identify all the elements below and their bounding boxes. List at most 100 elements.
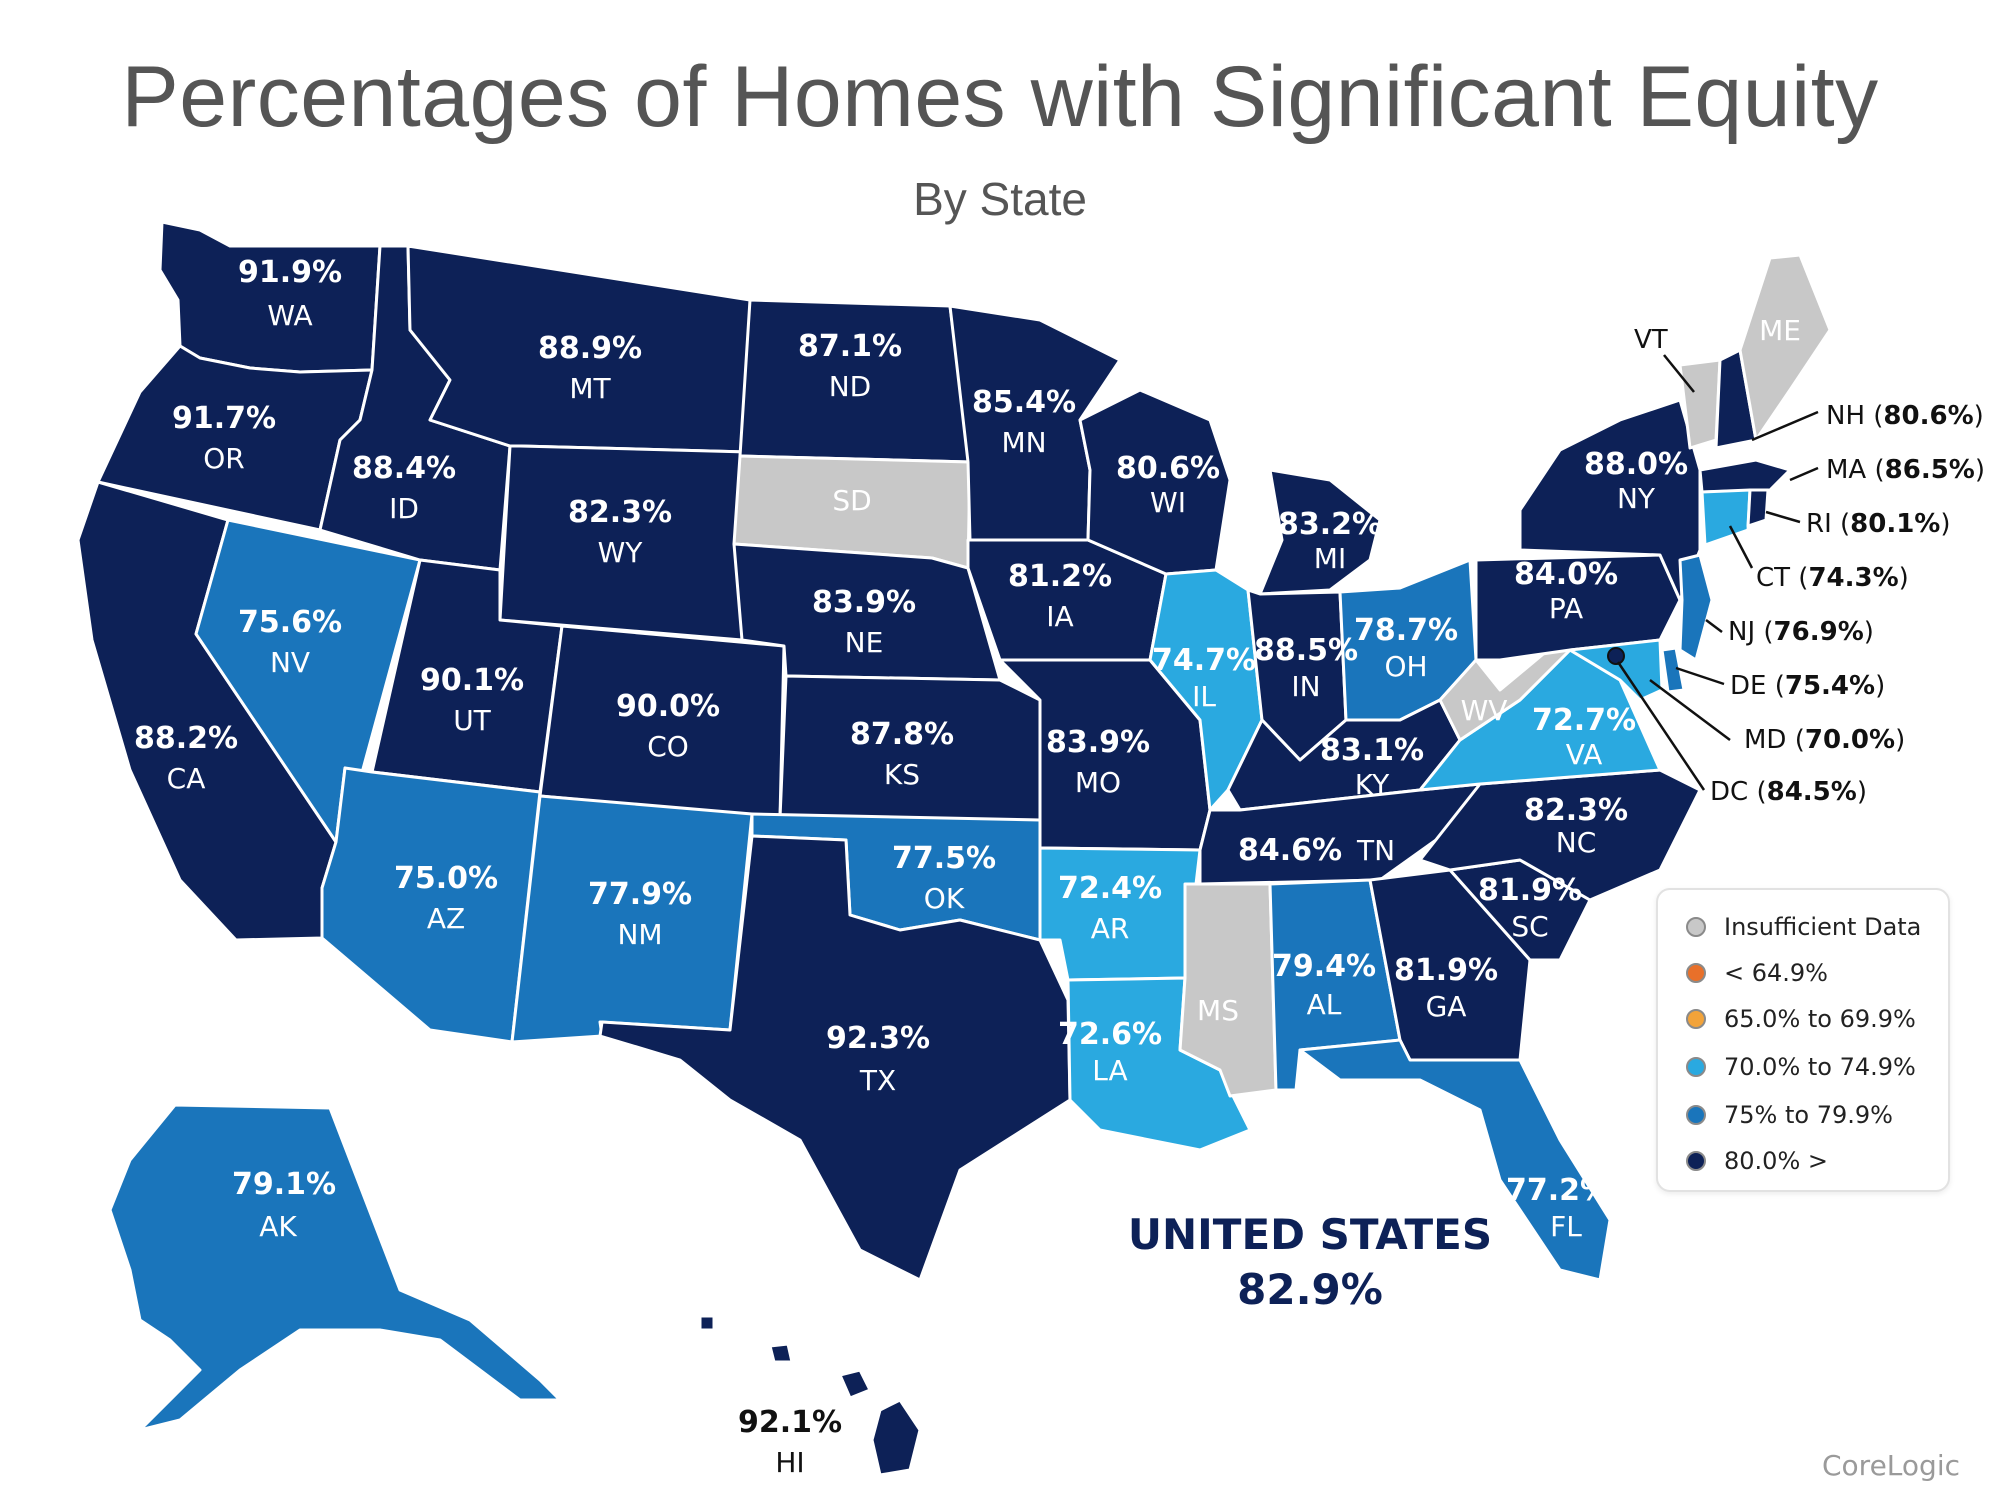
state-ct[interactable] [1700,488,1752,547]
callout-md: MD (70.0%) [1744,725,1905,755]
callout-line-ct [1728,525,1754,569]
state-hi-main[interactable] [870,1398,922,1477]
label-pct-mn: 85.4% [972,385,1076,420]
label-abbr-ks: KS [884,758,920,791]
callout-line-nj [1705,619,1723,633]
state-ma[interactable] [1698,458,1792,494]
label-pct-wa: 91.9% [238,255,342,290]
label-pct-ny: 88.0% [1584,447,1688,482]
callout-ma: MA (86.5%) [1826,455,1985,485]
label-abbr-co: CO [647,730,689,763]
legend: Insufficient Data < 64.9% 65.0% to 69.9%… [1656,888,1950,1192]
national-value: 82.9% [1237,1265,1383,1314]
label-pct-nm: 77.9% [588,877,692,912]
label-abbr-ny: NY [1617,482,1656,515]
label-abbr-wi: WI [1150,486,1186,519]
label-abbr-mo: MO [1075,766,1121,799]
label-pct-or: 91.7% [172,401,276,436]
label-pct-az: 75.0% [394,861,498,896]
legend-swatch-insufficient [1686,917,1706,937]
label-abbr-az: AZ [427,902,465,935]
state-tx[interactable] [598,834,1072,1282]
legend-swatch-75to80 [1686,1105,1706,1125]
state-me[interactable] [1738,253,1832,442]
label-abbr-in: IN [1291,670,1320,703]
legend-item-gt80: 80.0% > [1686,1144,1828,1178]
state-ak[interactable] [108,1103,562,1432]
callout-ri: RI (80.1%) [1806,509,1951,539]
label-pct-tx: 92.3% [826,1021,930,1056]
state-md[interactable] [1568,638,1664,702]
label-abbr-wv: WV [1461,694,1508,727]
label-pct-mt: 88.9% [538,331,642,366]
state-hi-kauai[interactable] [698,1314,716,1332]
state-hi-oahu[interactable] [768,1342,794,1364]
callout-nh: NH (80.6%) [1826,401,1984,431]
callout-line-dc [1616,661,1706,791]
callout-dc: DC (84.5%) [1710,777,1867,807]
label-pct-al: 79.4% [1272,949,1376,984]
source-label: CoreLogic [1822,1449,1960,1482]
label-abbr-nm: NM [617,918,662,951]
state-mi[interactable] [1258,468,1382,596]
label-abbr-wy: WY [598,536,644,569]
label-pct-tn: 84.6% [1238,833,1342,868]
label-abbr-wa: WA [267,299,312,332]
state-de[interactable] [1660,646,1686,694]
dc-marker [1607,647,1625,665]
label-pct-fl: 77.2% [1506,1173,1610,1208]
label-abbr-me: ME [1759,314,1801,347]
callout-line-ma [1789,466,1819,482]
label-pct-ks: 87.8% [850,717,954,752]
label-abbr-ut: UT [453,704,491,737]
label-abbr-mt: MT [569,372,611,405]
state-ri[interactable] [1746,488,1770,528]
state-wa[interactable] [158,220,382,374]
label-abbr-fl: FL [1550,1210,1582,1243]
label-abbr-ia: IA [1046,600,1073,633]
label-pct-ca: 88.2% [134,721,238,756]
national-name: UNITED STATES [1127,1210,1493,1259]
map-title: Percentages of Homes with Significant Eq… [121,49,1879,145]
label-pct-wy: 82.3% [568,495,672,530]
label-pct-co: 90.0% [616,689,720,724]
legend-swatch-65to70 [1686,1009,1706,1029]
label-pct-in: 88.5% [1254,633,1358,668]
label-pct-ky: 83.1% [1320,733,1424,768]
label-pct-mi: 83.2% [1278,507,1382,542]
legend-item-70to75: 70.0% to 74.9% [1686,1050,1916,1084]
label-abbr-va: VA [1566,738,1603,771]
label-pct-ak: 79.1% [232,1167,336,1202]
callout-de: DE (75.4%) [1730,671,1885,701]
label-abbr-ar: AR [1091,912,1130,945]
state-hi-maui[interactable] [838,1368,872,1400]
legend-item-75to80: 75% to 79.9% [1686,1098,1893,1132]
label-abbr-ms: MS [1197,994,1239,1027]
northeast-callouts: VT NH (80.6%) MA (86.5%) RI (80.1%) CT (… [1607,325,1985,807]
label-pct-il: 74.7% [1152,643,1256,678]
label-abbr-ak: AK [259,1210,297,1243]
label-abbr-tx: TX [859,1064,896,1097]
legend-label: < 64.9% [1724,959,1828,987]
label-pct-nc: 82.3% [1524,793,1628,828]
legend-item-65to70: 65.0% to 69.9% [1686,1002,1916,1036]
callout-nj: NJ (76.9%) [1728,617,1874,647]
state-ny[interactable] [1518,398,1702,602]
label-pct-wi: 80.6% [1116,451,1220,486]
legend-swatch-70to75 [1686,1057,1706,1077]
legend-item-lt65: < 64.9% [1686,956,1828,990]
state-nj[interactable] [1678,553,1714,662]
label-abbr-ky: KY [1355,768,1390,801]
label-pct-ga: 81.9% [1394,953,1498,988]
map-subtitle: By State [913,173,1087,225]
label-abbr-ne: NE [845,626,884,659]
legend-label: 80.0% > [1724,1147,1828,1175]
label-pct-id: 88.4% [352,451,456,486]
label-pct-oh: 78.7% [1354,613,1458,648]
label-pct-hi: 92.1% [738,1405,842,1440]
label-abbr-pa: PA [1549,592,1583,625]
label-abbr-nc: NC [1556,826,1597,859]
label-abbr-oh: OH [1384,650,1427,683]
state-fl[interactable] [1298,1038,1612,1282]
